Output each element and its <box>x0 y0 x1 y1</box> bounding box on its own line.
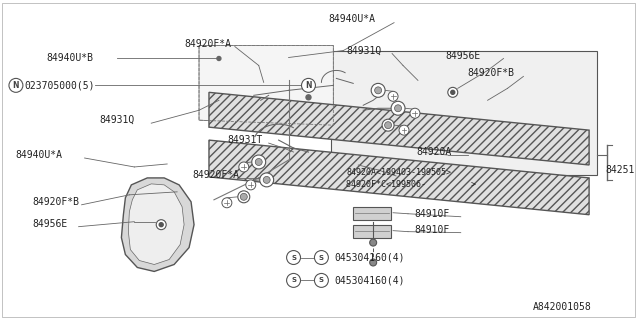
Circle shape <box>314 251 328 265</box>
Text: 045304160(4): 045304160(4) <box>334 252 405 262</box>
Text: S: S <box>291 254 296 260</box>
Circle shape <box>238 191 250 203</box>
Circle shape <box>252 155 266 169</box>
Circle shape <box>374 87 381 94</box>
Circle shape <box>399 125 409 135</box>
Text: 84940U*A: 84940U*A <box>328 14 376 24</box>
Polygon shape <box>122 178 194 271</box>
Polygon shape <box>209 140 589 215</box>
Circle shape <box>391 101 405 115</box>
Text: N: N <box>305 81 312 90</box>
Circle shape <box>382 119 394 131</box>
Text: 84940U*A: 84940U*A <box>15 150 62 160</box>
Polygon shape <box>129 184 184 265</box>
Text: S: S <box>319 254 324 260</box>
Circle shape <box>156 220 166 230</box>
Text: 84956E: 84956E <box>33 219 68 229</box>
Text: 84920F*B: 84920F*B <box>33 197 80 207</box>
Text: 045304160(4): 045304160(4) <box>334 276 405 285</box>
Text: 84956E: 84956E <box>446 51 481 60</box>
Circle shape <box>448 87 458 97</box>
Text: 84940U*B: 84940U*B <box>47 53 94 63</box>
Text: 84920F*A: 84920F*A <box>192 170 239 180</box>
Text: 84931Q: 84931Q <box>346 45 381 56</box>
Text: 84920F*B: 84920F*B <box>468 68 515 78</box>
Text: S: S <box>291 277 296 284</box>
Circle shape <box>314 274 328 287</box>
Circle shape <box>371 84 385 97</box>
Circle shape <box>222 198 232 208</box>
Circle shape <box>394 105 401 112</box>
Circle shape <box>217 57 221 60</box>
Circle shape <box>159 223 163 227</box>
Text: 84920F*A: 84920F*A <box>184 39 231 49</box>
Circle shape <box>410 108 420 118</box>
Circle shape <box>246 180 256 190</box>
Text: 84920F*C<199506-         >: 84920F*C<199506- > <box>346 180 476 189</box>
Text: 84931T: 84931T <box>227 135 262 145</box>
Circle shape <box>239 162 249 172</box>
Polygon shape <box>332 51 597 175</box>
Circle shape <box>306 95 311 100</box>
Text: N: N <box>13 81 19 90</box>
Text: 84931Q: 84931Q <box>99 115 135 125</box>
Circle shape <box>385 122 392 129</box>
Circle shape <box>287 251 301 265</box>
Circle shape <box>388 91 398 101</box>
Polygon shape <box>209 92 589 165</box>
Text: 84920A: 84920A <box>416 147 451 157</box>
Circle shape <box>255 158 262 165</box>
Circle shape <box>370 239 377 246</box>
Text: A842001058: A842001058 <box>532 302 591 312</box>
Circle shape <box>370 259 377 266</box>
Circle shape <box>301 78 316 92</box>
Circle shape <box>263 176 270 183</box>
Circle shape <box>287 274 301 287</box>
Text: S: S <box>319 277 324 284</box>
Bar <box>353 225 391 238</box>
Text: 84920A<199403-199505>: 84920A<199403-199505> <box>346 168 451 177</box>
Circle shape <box>451 90 455 94</box>
Polygon shape <box>199 45 333 125</box>
Text: 84251: 84251 <box>605 165 634 175</box>
Text: 84910F: 84910F <box>414 209 449 219</box>
Circle shape <box>260 173 274 187</box>
Text: 84910F: 84910F <box>414 225 449 235</box>
Circle shape <box>240 193 247 200</box>
Circle shape <box>9 78 23 92</box>
Text: 023705000(5): 023705000(5) <box>24 80 94 90</box>
Bar <box>353 207 391 220</box>
